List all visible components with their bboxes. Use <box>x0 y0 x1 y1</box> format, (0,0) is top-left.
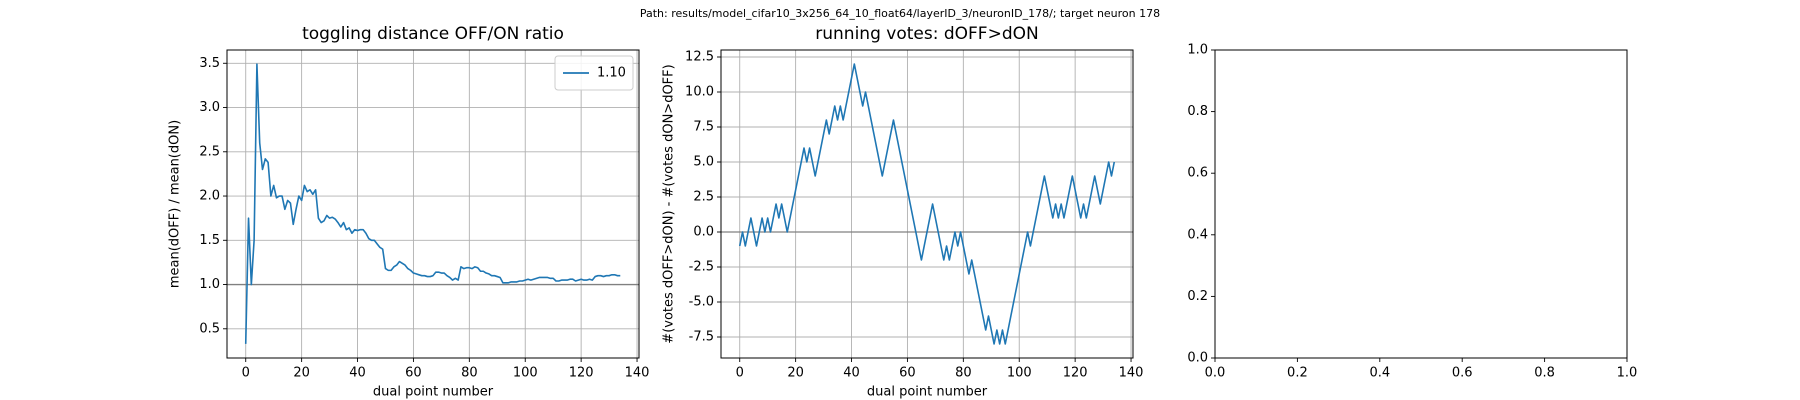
x-tick-label: 20 <box>293 366 310 381</box>
y-tick-label: 0.8 <box>1187 104 1208 119</box>
x-tick-label: 100 <box>513 366 538 381</box>
data-line <box>244 63 621 344</box>
y-tick-label: 0.6 <box>1187 166 1208 181</box>
y-tick-label: 2.5 <box>199 144 220 159</box>
y-axis-label: #(votes dOFF>dON) - #(votes dON>dOFF) <box>662 64 677 343</box>
y-tick-label: -5.0 <box>689 295 714 310</box>
x-tick-label: 0.6 <box>1452 366 1473 381</box>
x-tick-label: 0 <box>242 366 250 381</box>
y-tick-label: 1.0 <box>199 277 220 292</box>
axes-frame <box>720 49 1134 359</box>
y-tick-label: 0.4 <box>1187 227 1208 242</box>
y-tick-label: 0.5 <box>199 321 220 336</box>
y-tick-label: 5.0 <box>693 155 714 170</box>
chart-title: running votes: dOFF>dON <box>815 24 1038 44</box>
y-axis-label: mean(dOFF) / mean(dON) <box>168 120 183 288</box>
axes-frame <box>226 49 640 359</box>
y-tick-label: 1.5 <box>199 233 220 248</box>
y-tick-label: 0.0 <box>693 225 714 240</box>
y-tick-label: 3.0 <box>199 100 220 115</box>
x-tick-label: 140 <box>1119 366 1144 381</box>
x-tick-label: 100 <box>1007 366 1032 381</box>
x-tick-label: 60 <box>405 366 422 381</box>
y-tick-label: 2.5 <box>693 190 714 205</box>
y-tick-label: 0.0 <box>1187 351 1208 366</box>
axes-frame <box>1214 49 1628 359</box>
x-tick-label: 140 <box>625 366 650 381</box>
y-tick-label: 3.5 <box>199 56 220 71</box>
x-tick-label: 0 <box>736 366 744 381</box>
y-tick-label: 12.5 <box>685 50 714 65</box>
y-tick-label: 10.0 <box>685 85 714 100</box>
x-tick-label: 60 <box>899 366 916 381</box>
y-tick-label: -7.5 <box>689 330 714 345</box>
x-tick-label: 40 <box>843 366 860 381</box>
y-tick-label: 1.0 <box>1187 43 1208 58</box>
x-tick-label: 120 <box>569 366 594 381</box>
x-tick-label: 1.0 <box>1617 366 1638 381</box>
x-tick-label: 20 <box>787 366 804 381</box>
legend-box <box>554 55 634 91</box>
x-tick-label: 120 <box>1063 366 1088 381</box>
legend-label: 1.10 <box>597 66 626 81</box>
data-line <box>738 63 1116 345</box>
y-tick-label: -2.5 <box>689 260 714 275</box>
x-tick-label: 80 <box>955 366 972 381</box>
suptitle: Path: results/model_cifar10_3x256_64_10_… <box>640 7 1160 20</box>
x-axis-label: dual point number <box>867 385 988 400</box>
y-tick-label: 2.0 <box>199 189 220 204</box>
x-tick-label: 40 <box>349 366 366 381</box>
x-tick-label: 0.8 <box>1534 366 1555 381</box>
x-tick-label: 80 <box>461 366 478 381</box>
x-tick-label: 0.4 <box>1369 366 1390 381</box>
x-tick-label: 0.0 <box>1205 366 1226 381</box>
x-tick-label: 0.2 <box>1287 366 1308 381</box>
x-axis-label: dual point number <box>373 385 494 400</box>
y-tick-label: 0.2 <box>1187 289 1208 304</box>
chart-title: toggling distance OFF/ON ratio <box>302 24 564 44</box>
y-tick-label: 7.5 <box>693 120 714 135</box>
